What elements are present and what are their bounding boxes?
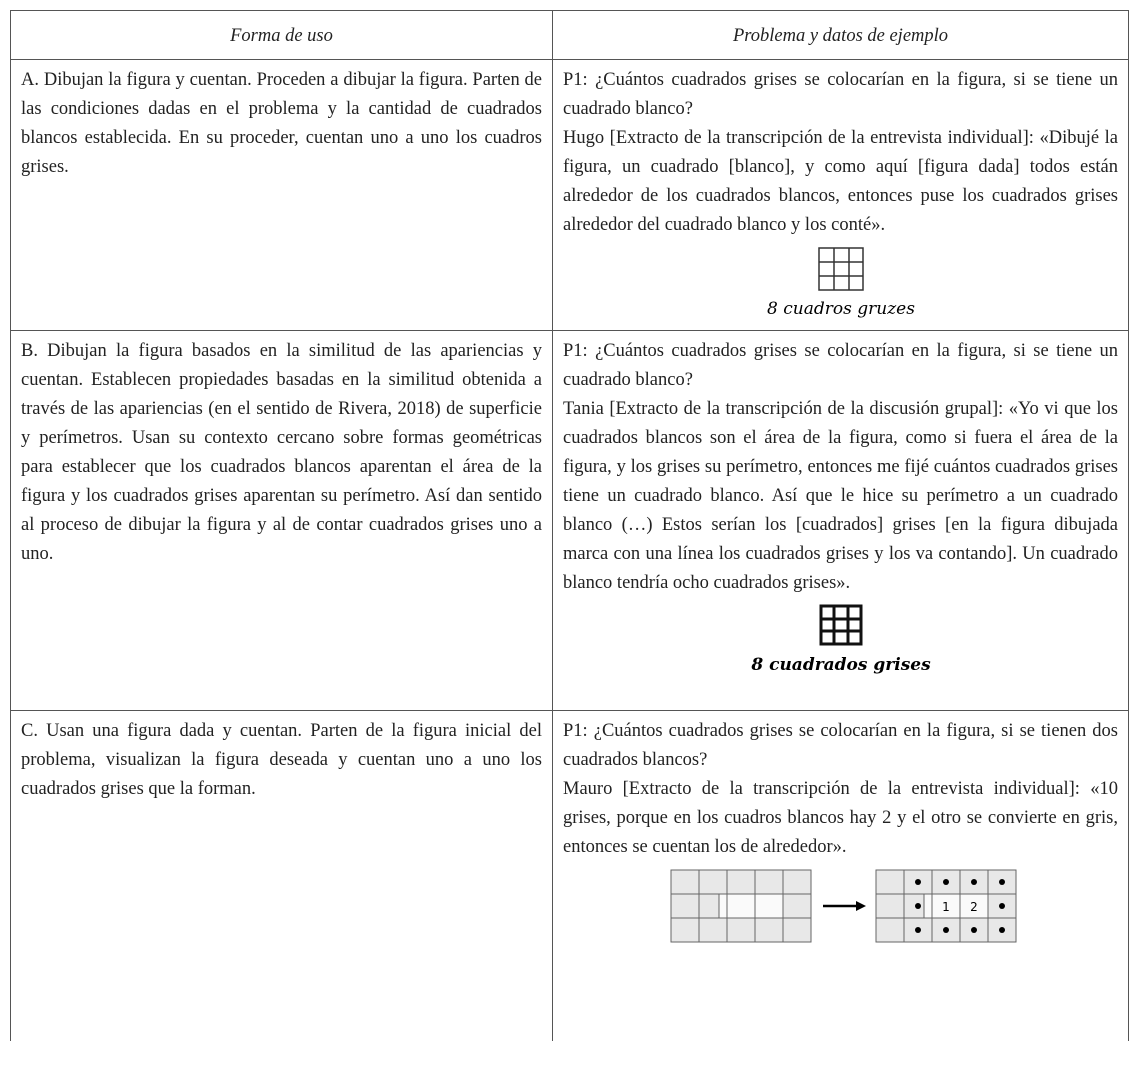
usage-cell: A. Dibujan la figura y cuentan. Proceden…	[10, 59, 553, 331]
header-cell: Problema y datos de ejemplo	[552, 10, 1129, 60]
problem-text: P1: ¿Cuántos cuadrados grises se colocar…	[563, 70, 1118, 119]
example-cell: P1: ¿Cuántos cuadrados grises se colocar…	[552, 710, 1129, 1041]
problem-text: P1: ¿Cuántos cuadrados grises se colocar…	[563, 721, 1118, 770]
example-cell: P1: ¿Cuántos cuadrados grises se colocar…	[552, 59, 1129, 331]
row: C. Usan una figura dada y cuentan. Parte…	[10, 710, 1129, 1041]
table: Forma de uso Problema y datos de ejemplo…	[10, 10, 1129, 1041]
figure-sketch: 8 cuadrados grises	[750, 604, 931, 675]
figure-sketch: 8 cuadros gruzes	[767, 247, 915, 319]
example-cell: P1: ¿Cuántos cuadrados grises se colocar…	[552, 330, 1129, 711]
header-cell: Forma de uso	[10, 10, 553, 60]
usage-text: C. Usan una figura dada y cuentan. Parte…	[21, 721, 542, 799]
figure-caption: 8 cuadros gruzes	[767, 299, 915, 319]
figure-label: 2	[970, 900, 978, 914]
figure-caption: 8 cuadrados grises	[750, 655, 931, 675]
figure-sketch: 1 2	[670, 869, 1016, 943]
usage-text: B. Dibujan la figura basados en la simil…	[21, 341, 542, 564]
example-text: Mauro [Extracto de la transcripción de l…	[563, 779, 1118, 857]
header-row: Forma de uso Problema y datos de ejemplo	[10, 10, 1129, 60]
usage-cell: C. Usan una figura dada y cuentan. Parte…	[10, 710, 553, 1041]
row: B. Dibujan la figura basados en la simil…	[10, 330, 1129, 711]
problem-text: P1: ¿Cuántos cuadrados grises se colocar…	[563, 341, 1118, 390]
usage-text: A. Dibujan la figura y cuentan. Proceden…	[21, 70, 542, 177]
row: A. Dibujan la figura y cuentan. Proceden…	[10, 59, 1129, 331]
figure-label: 1	[942, 900, 950, 914]
usage-cell: B. Dibujan la figura basados en la simil…	[10, 330, 553, 711]
example-text: Tania [Extracto de la transcripción de l…	[563, 399, 1118, 593]
example-text: Hugo [Extracto de la transcripción de la…	[563, 128, 1118, 235]
